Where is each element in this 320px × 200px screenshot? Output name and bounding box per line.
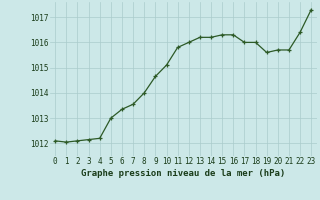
X-axis label: Graphe pression niveau de la mer (hPa): Graphe pression niveau de la mer (hPa)	[81, 169, 285, 178]
